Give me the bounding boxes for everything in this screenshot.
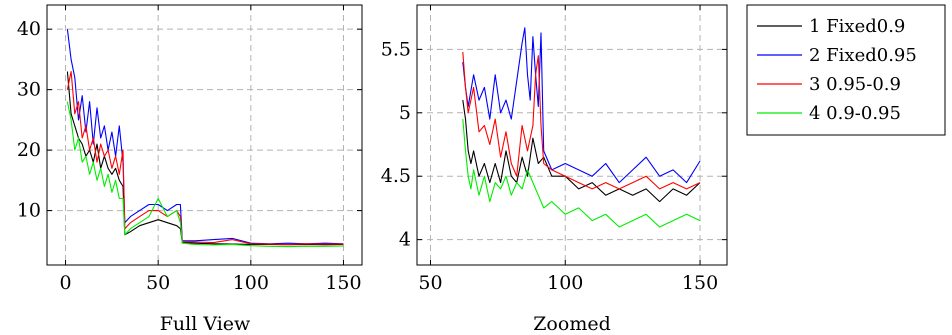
y-tick-label: 30 (17, 79, 41, 101)
x-tick-label: 150 (682, 272, 718, 294)
series-line-3 (66, 70, 344, 245)
x-tick-label: 0 (59, 272, 71, 294)
panel-caption: Zoomed (533, 313, 611, 335)
panel-caption: Full View (160, 313, 251, 335)
y-tick-label: 4 (399, 229, 411, 251)
y-tick-label: 10 (17, 200, 41, 222)
axes-frame (46, 4, 363, 266)
series-line-4 (66, 101, 344, 248)
y-tick-label: 20 (17, 139, 41, 161)
y-tick-label: 4.5 (381, 165, 411, 187)
y-tick-label: 40 (17, 18, 41, 40)
legend-label: 3 0.95-0.9 (809, 74, 901, 95)
x-tick-label: 50 (418, 272, 442, 294)
series-line-4 (462, 119, 701, 228)
legend-label: 2 Fixed0.95 (809, 45, 917, 66)
x-tick-label: 50 (146, 272, 170, 294)
x-tick-label: 100 (233, 272, 269, 294)
series-line-3 (462, 51, 701, 190)
full-view-panel: 0 50 100 150 10 20 30 40 Full View (17, 4, 363, 335)
series-line-1 (462, 100, 701, 203)
x-tick-label: 150 (325, 272, 361, 294)
legend-label: 4 0.9-0.95 (809, 103, 901, 124)
legend: 1 Fixed0.9 2 Fixed0.95 3 0.95-0.9 4 0.9-0.9… (746, 4, 946, 136)
y-tick-label: 5 (399, 102, 411, 124)
series-line-2 (462, 27, 701, 184)
y-tick-label: 5.5 (381, 38, 411, 60)
x-tick-label: 100 (547, 272, 583, 294)
legend-box (746, 4, 946, 136)
legend-label: 1 Fixed0.9 (809, 16, 905, 37)
series-line-2 (66, 29, 344, 245)
axes-frame (416, 4, 728, 266)
series-line-1 (66, 71, 344, 246)
zoomed-panel: 50 100 150 4 4.5 5 5.5 Zoomed (381, 4, 728, 335)
